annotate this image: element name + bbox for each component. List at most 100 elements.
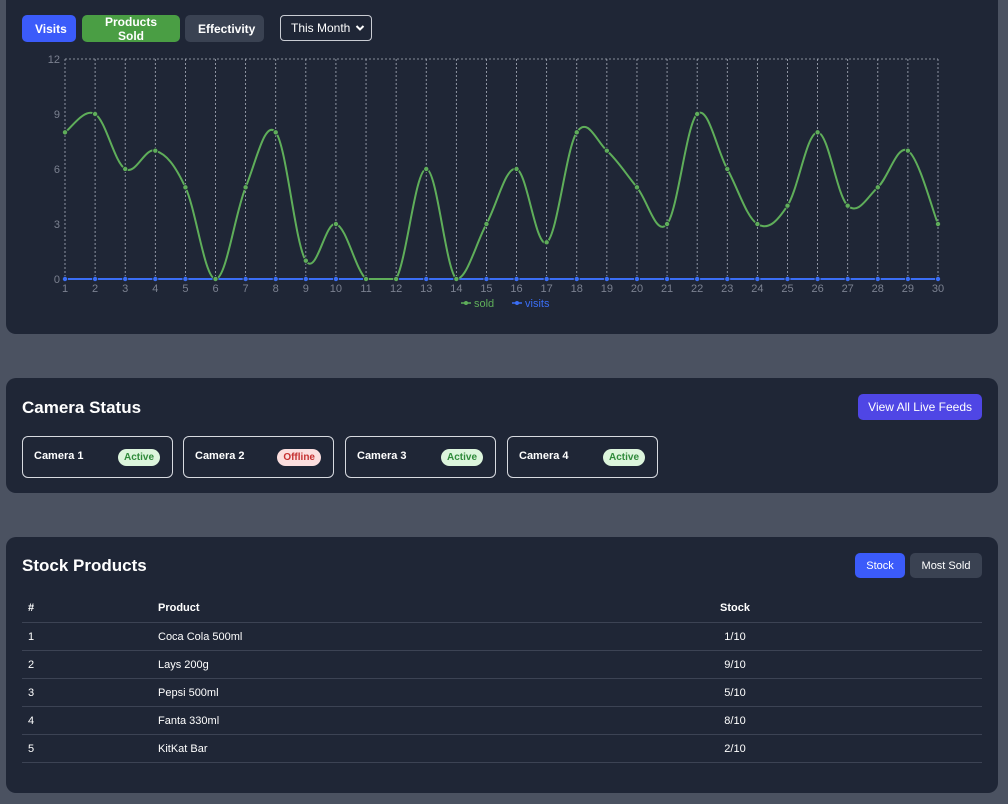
- x-tick-label: 25: [781, 283, 793, 295]
- legend-marker-sold: [464, 301, 468, 305]
- x-tick-label: 8: [273, 283, 279, 295]
- data-point-sold: [844, 202, 851, 209]
- chart-card: 0 3 6 9 12 1 2 3 4 5 6 7 8 9 10 11 12 13 14 15 16 17 18 19 20 21 2…: [6, 0, 998, 334]
- data-point-visits: [332, 275, 339, 282]
- data-point-visits: [874, 275, 881, 282]
- row-product: Lays 200g: [152, 650, 684, 679]
- x-tick-label: 1: [62, 283, 68, 295]
- y-tick-label: 6: [54, 164, 60, 176]
- data-point-visits: [754, 275, 761, 282]
- camera-tile[interactable]: Camera 2 Offline: [183, 436, 334, 478]
- data-point-sold: [694, 111, 701, 118]
- x-tick-label: 19: [601, 283, 613, 295]
- data-point-sold: [182, 184, 189, 191]
- data-point-visits: [935, 275, 942, 282]
- data-point-sold: [603, 147, 610, 154]
- data-point-visits: [62, 275, 69, 282]
- data-point-visits: [152, 275, 159, 282]
- data-point-visits: [573, 275, 580, 282]
- x-tick-label: 29: [902, 283, 914, 295]
- visits-tab-button[interactable]: Visits: [22, 15, 76, 42]
- row-spacer: [786, 734, 982, 763]
- legend-label-visits: visits: [525, 298, 550, 310]
- data-point-visits: [513, 275, 520, 282]
- x-tick-label: 10: [330, 283, 342, 295]
- legend-label-sold: sold: [474, 298, 494, 310]
- x-tick-label: 9: [303, 283, 309, 295]
- camera-status-title: Camera Status: [22, 398, 142, 417]
- row-spacer: [786, 706, 982, 735]
- data-point-visits: [182, 275, 189, 282]
- time-range-value: This Month: [291, 21, 351, 35]
- data-point-sold: [483, 220, 490, 227]
- table-row: 4 Fanta 330ml 8/10: [22, 706, 982, 735]
- column-header-product: Product: [152, 594, 684, 623]
- status-badge: Active: [440, 449, 483, 466]
- data-point-sold: [212, 275, 219, 282]
- row-spacer: [786, 678, 982, 707]
- y-tick-label: 3: [54, 219, 60, 231]
- data-point-sold: [633, 184, 640, 191]
- x-tick-label: 11: [360, 283, 371, 295]
- row-stock: 1/10: [684, 622, 786, 651]
- stock-tab-button[interactable]: Stock: [855, 553, 905, 578]
- data-point-sold: [573, 129, 580, 136]
- data-point-visits: [272, 275, 279, 282]
- camera-tile[interactable]: Camera 4 Active: [507, 436, 658, 478]
- x-tick-label: 30: [932, 283, 944, 295]
- row-stock: 9/10: [684, 650, 786, 679]
- camera-name: Camera 1: [34, 450, 84, 462]
- x-tick-label: 20: [631, 283, 643, 295]
- camera-name: Camera 2: [195, 450, 245, 462]
- camera-tile[interactable]: Camera 1 Active: [22, 436, 173, 478]
- data-point-sold: [122, 165, 129, 172]
- status-badge: Active: [602, 449, 645, 466]
- row-stock: 2/10: [684, 734, 786, 763]
- camera-tile[interactable]: Camera 3 Active: [345, 436, 496, 478]
- data-point-sold: [62, 129, 69, 136]
- data-point-sold: [453, 275, 460, 282]
- table-row: 1 Coca Cola 500ml 1/10: [22, 622, 982, 651]
- x-tick-label: 24: [751, 283, 763, 295]
- table-header-row: # Product Stock: [22, 594, 982, 623]
- most-sold-tab-button[interactable]: Most Sold: [910, 553, 982, 578]
- row-product: KitKat Bar: [152, 734, 684, 763]
- stock-table: # Product Stock 1 Coca Cola 500ml 1/10 2…: [22, 594, 982, 763]
- x-tick-label: 4: [152, 283, 158, 295]
- x-tick-label: 22: [691, 283, 703, 295]
- x-tick-label: 6: [212, 283, 218, 295]
- column-header-stock: Stock: [684, 594, 786, 623]
- row-index: 3: [22, 678, 152, 707]
- y-tick-label: 12: [48, 54, 60, 66]
- effectivity-tab-button[interactable]: Effectivity: [185, 15, 264, 42]
- view-all-live-feeds-button[interactable]: View All Live Feeds: [858, 394, 982, 420]
- x-tick-label: 21: [661, 283, 673, 295]
- data-point-visits: [423, 275, 430, 282]
- chevron-down-icon: [355, 25, 365, 31]
- data-point-sold: [423, 165, 430, 172]
- data-point-sold: [724, 165, 731, 172]
- row-stock: 8/10: [684, 706, 786, 735]
- camera-name: Camera 3: [357, 450, 407, 462]
- data-point-visits: [633, 275, 640, 282]
- y-tick-label: 0: [54, 274, 60, 286]
- time-range-select[interactable]: This Month: [280, 15, 372, 41]
- y-tick-label: 9: [54, 109, 60, 121]
- data-point-sold: [92, 111, 99, 118]
- table-row: 3 Pepsi 500ml 5/10: [22, 678, 982, 707]
- stock-products-card: Stock Products Stock Most Sold # Product…: [6, 537, 998, 793]
- data-point-sold: [814, 129, 821, 136]
- column-header-index: #: [22, 594, 152, 623]
- x-tick-label: 17: [541, 283, 553, 295]
- data-point-visits: [814, 275, 821, 282]
- row-product: Pepsi 500ml: [152, 678, 684, 707]
- x-tick-label: 14: [450, 283, 462, 295]
- x-tick-label: 26: [811, 283, 823, 295]
- camera-name: Camera 4: [519, 450, 569, 462]
- data-point-visits: [122, 275, 129, 282]
- data-point-sold: [935, 220, 942, 227]
- products-sold-tab-button[interactable]: Products Sold: [82, 15, 180, 43]
- status-badge: Active: [117, 449, 160, 466]
- data-point-visits: [664, 275, 671, 282]
- series-line-sold: [64, 111, 939, 281]
